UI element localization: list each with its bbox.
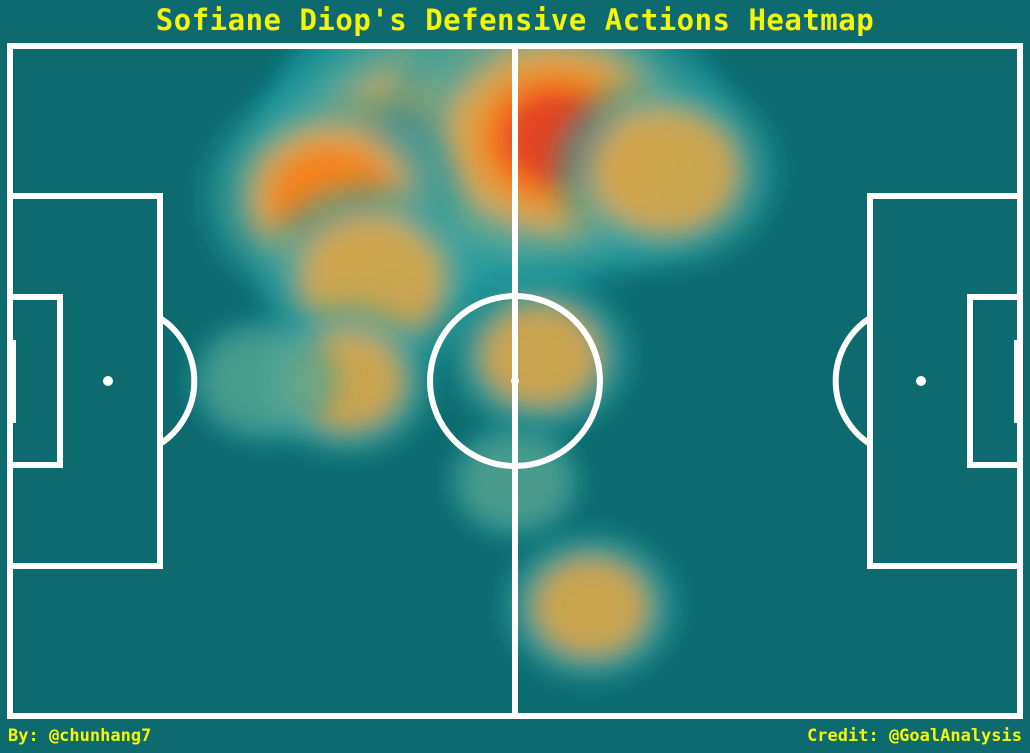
heatmap-contour <box>203 330 322 432</box>
right-penalty-spot <box>916 376 926 386</box>
heatmap-hotspot <box>501 530 680 684</box>
source-credit: Credit: @GoalAnalysis <box>807 726 1022 746</box>
author-credit: By: @chunhang7 <box>8 726 152 746</box>
heatmap-layer <box>189 46 780 684</box>
heatmap-hotspot <box>189 318 336 444</box>
chart-title: Sofiane Diop's Defensive Actions Heatmap <box>155 3 875 37</box>
heatmap-contour <box>596 111 737 232</box>
center-spot <box>511 377 519 385</box>
center-circle <box>427 293 603 469</box>
left-penalty-arc <box>158 315 198 447</box>
heatmap-contour <box>535 559 647 655</box>
heatmap-contour <box>482 306 598 405</box>
left-penalty-spot <box>103 376 113 386</box>
right-penalty-arc <box>832 315 872 447</box>
pitch-markings <box>7 43 1023 719</box>
heatmap-hotspot <box>553 74 780 269</box>
